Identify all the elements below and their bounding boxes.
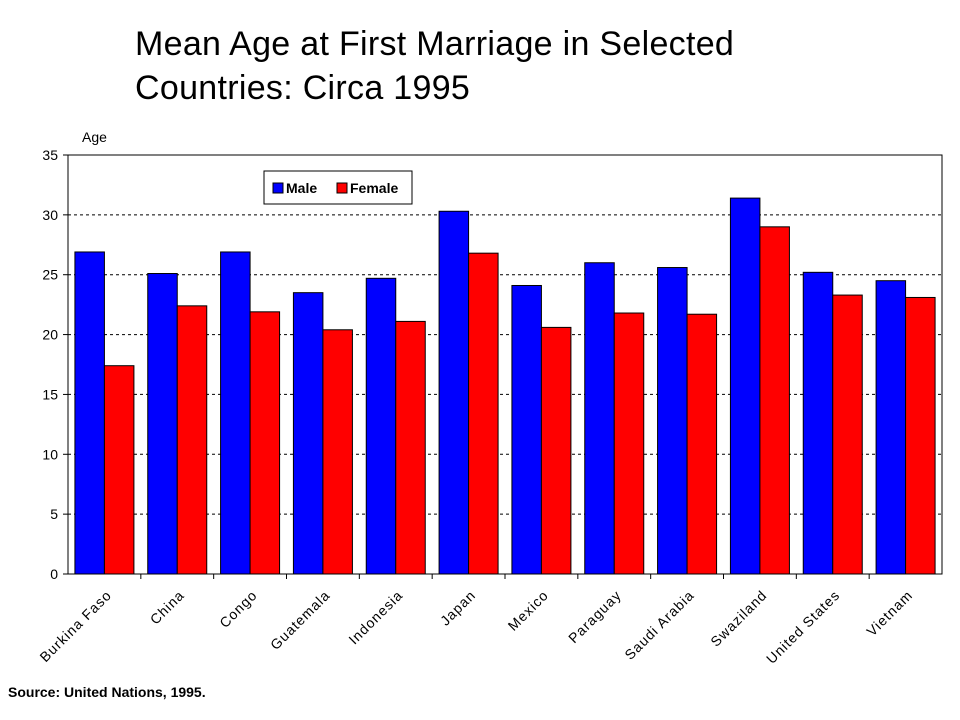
bar-male xyxy=(365,277,397,575)
x-tick-label: Swaziland xyxy=(707,587,770,650)
bar-female xyxy=(249,311,281,575)
legend-swatch-male xyxy=(272,182,284,194)
x-tick-label: Paraguay xyxy=(565,587,624,646)
legend-label-male: Male xyxy=(286,180,317,196)
chart-title-line-1: Mean Age at First Marriage in Selected xyxy=(135,25,735,63)
y-tick-label: 10 xyxy=(42,446,58,462)
x-tick-label: Japan xyxy=(437,587,479,629)
bar-female xyxy=(468,252,499,575)
x-tick-label: Saudi Arabia xyxy=(621,587,697,663)
x-tick-label: China xyxy=(147,587,188,628)
bar-male xyxy=(438,210,470,575)
bar-male xyxy=(74,251,105,575)
y-tick-label: 30 xyxy=(42,207,58,223)
bar-male xyxy=(147,273,178,575)
bar-female xyxy=(103,365,135,575)
x-tick-label: Guatemala xyxy=(267,587,333,653)
legend-label-female: Female xyxy=(350,180,398,196)
x-tick-label: United States xyxy=(763,587,843,667)
bar-female xyxy=(832,294,863,575)
y-tick-label: 25 xyxy=(42,267,58,283)
y-tick-label: 20 xyxy=(42,327,58,343)
bar-male xyxy=(292,292,324,575)
bar-male xyxy=(657,267,688,575)
y-tick-label: 15 xyxy=(42,386,58,402)
source-note: Source: United Nations, 1995. xyxy=(8,684,206,700)
y-tick-label: 0 xyxy=(50,566,58,582)
chart-title-line-2: Countries: Circa 1995 xyxy=(135,69,471,107)
legend-swatch-female xyxy=(336,182,348,194)
x-tick-label: Congo xyxy=(216,587,260,631)
bar-male xyxy=(584,262,615,575)
bar-female xyxy=(905,296,936,575)
chart-title: Mean Age at First Marriage in Selected C… xyxy=(135,22,734,110)
bar-female xyxy=(759,226,790,575)
y-tick-label: 5 xyxy=(50,506,58,522)
plot-area xyxy=(68,155,942,574)
y-axis-title: Age xyxy=(82,129,107,145)
bar-female xyxy=(322,329,353,575)
bar-female xyxy=(395,320,426,575)
bar-female xyxy=(613,312,645,575)
x-tick-label: Indonesia xyxy=(345,587,406,648)
x-tick-label: Burkina Faso xyxy=(36,587,114,665)
bar-female xyxy=(540,326,572,575)
plot-frame xyxy=(67,154,943,575)
bar-male xyxy=(729,197,761,575)
bar-female xyxy=(176,305,208,575)
bar-male xyxy=(220,251,251,575)
x-tick-label: Mexico xyxy=(505,587,552,634)
bar-male xyxy=(875,280,907,575)
x-tick-label: Vietnam xyxy=(863,587,915,639)
y-tick-label: 35 xyxy=(42,147,58,163)
bar-male xyxy=(511,284,542,575)
bar-female xyxy=(686,313,718,575)
bar-male xyxy=(802,271,834,575)
